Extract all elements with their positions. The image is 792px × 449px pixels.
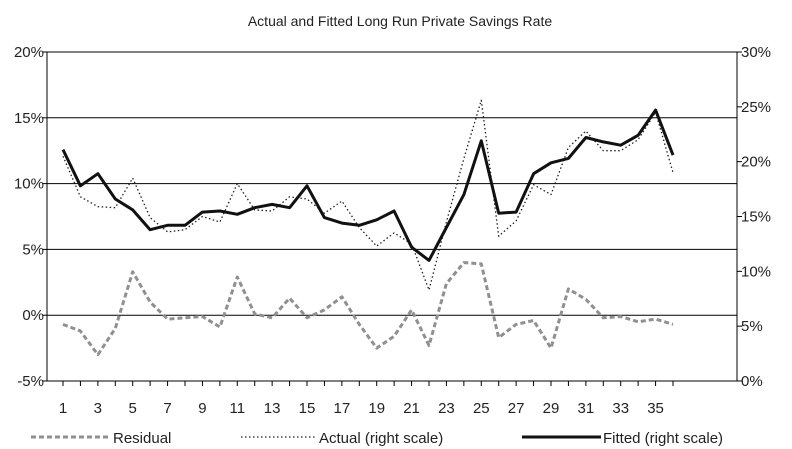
right-tick-label: 25% (741, 99, 771, 116)
x-tick-label: 25 (473, 400, 490, 417)
x-tick-label: 9 (198, 400, 206, 417)
legend-label: Residual (113, 430, 171, 447)
right-axis-tick-labels: 0% 5% 10% 15% 20% 25% 30% (741, 44, 771, 390)
left-tick-label: -5% (17, 373, 44, 390)
left-tick-label: 15% (14, 110, 44, 127)
legend-label: Fitted (right scale) (603, 430, 723, 447)
series-line-fitted-right-scale (61, 108, 675, 262)
x-tick-label: 5 (129, 400, 137, 417)
x-tick-label: 11 (229, 400, 245, 417)
x-tick-label: 29 (543, 400, 560, 417)
x-tick-label: 27 (508, 400, 525, 417)
left-tick-label: 5% (22, 241, 44, 258)
x-tick-label: 21 (403, 400, 420, 417)
legend: Residual Actual (right scale) Fitted (righ… (31, 430, 723, 447)
x-tick-label: 3 (94, 400, 102, 417)
x-tick-label: 15 (299, 400, 316, 417)
x-tick-label: 13 (264, 400, 281, 417)
x-tick-label: 35 (647, 400, 664, 417)
x-tick-label: 19 (368, 400, 385, 417)
right-tick-label: 10% (741, 263, 771, 280)
series-line-actual-right-scale (62, 99, 674, 291)
series-line-residual (62, 261, 674, 357)
right-tick-label: 30% (741, 44, 771, 61)
x-tick-label: 33 (612, 400, 629, 417)
left-tick-label: 20% (14, 44, 44, 61)
left-tick-label: 10% (14, 176, 44, 193)
series-lines (61, 99, 675, 357)
chart-title: Actual and Fitted Long Run Private Savin… (248, 13, 553, 29)
axes (42, 51, 742, 386)
x-tick-label: 17 (334, 400, 351, 417)
right-tick-label: 15% (741, 209, 771, 226)
right-tick-label: 20% (741, 154, 771, 171)
x-tick-label: 1 (59, 400, 67, 417)
x-axis-tick-labels: 1 3 5 7 9 11 13 15 17 19 21 23 25 27 29 31 33 35 (59, 400, 664, 417)
x-tick-label: 31 (578, 400, 595, 417)
left-axis-tick-labels: -5% 0% 5% 10% 15% 20% (14, 44, 44, 390)
x-tick-label: 7 (163, 400, 171, 417)
legend-label: Actual (right scale) (319, 430, 443, 447)
left-tick-label: 0% (22, 307, 44, 324)
right-tick-label: 0% (741, 373, 763, 390)
x-tick-label: 23 (438, 400, 455, 417)
gridlines (47, 51, 737, 382)
right-tick-label: 5% (741, 318, 763, 335)
